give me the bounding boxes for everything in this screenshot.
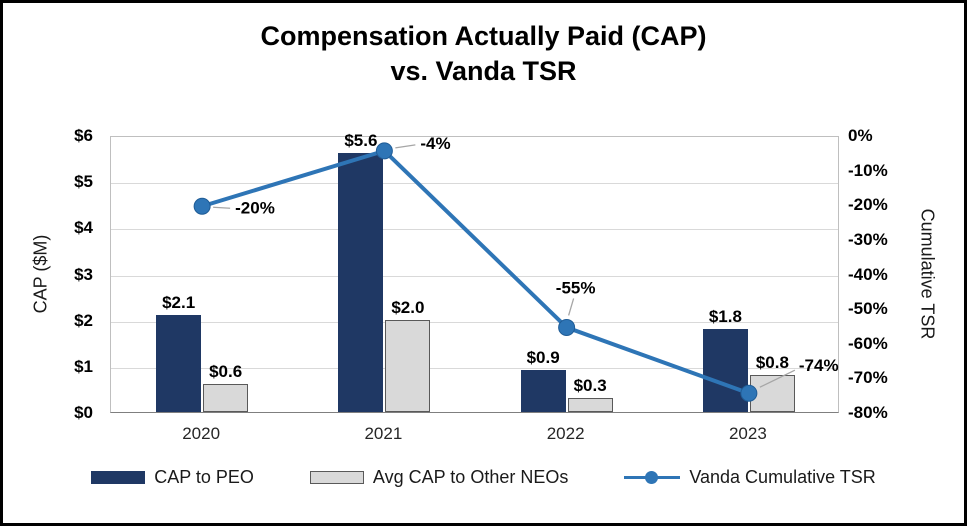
bar-data-label: $0.6	[209, 362, 243, 382]
x-axis-label: 2022	[546, 424, 585, 443]
legend-item-cap-to-peo: CAP to PEO	[91, 467, 254, 488]
legend-bar-swatch	[91, 471, 146, 484]
left-axis-tick-label: $3	[74, 264, 93, 284]
tsr-data-label: -74%	[799, 356, 839, 375]
right-axis-tick-label: -50%	[848, 299, 888, 319]
tsr-data-label: -4%	[420, 134, 450, 153]
bar-cap-to-peo	[702, 328, 748, 412]
x-axis-label: 2021	[364, 424, 403, 443]
legend-bar-swatch	[309, 471, 364, 484]
left-axis-tick-label: $1	[74, 356, 93, 376]
right-axis-tick-label: -30%	[848, 229, 888, 249]
tsr-marker	[375, 142, 393, 160]
tsr-line-layer: -20% -4% -55% -74%	[193, 134, 839, 402]
bar-data-label: $2.1	[162, 293, 196, 313]
left-axis-tick-label: $5	[74, 172, 93, 192]
chart-title: Compensation Actually Paid (CAP) vs. Van…	[3, 19, 964, 89]
gridline	[111, 367, 838, 369]
label-leader-line	[395, 144, 416, 149]
bar-cap-to-peo	[338, 153, 384, 412]
bar-data-label: $5.6	[344, 131, 378, 151]
chart-title-line2: vs. Vanda TSR	[390, 56, 577, 87]
tsr-data-label: -20%	[235, 198, 275, 217]
left-axis-tick-label: $0	[74, 403, 93, 422]
x-axis-label: 2020	[182, 424, 221, 443]
left-axis-ticks: $0 $1 $2 $3 $4 $5 $6	[3, 3, 99, 529]
label-leader-line	[568, 298, 575, 316]
legend-label: Avg CAP to Other NEOs	[372, 467, 569, 487]
plot-area: -20% -4% -55% -74% $2.1 $0.6 $5.6 $2.0 $0.9 $0.3…	[110, 131, 839, 413]
left-axis-tick-label: $6	[74, 126, 93, 145]
tsr-marker	[558, 318, 576, 336]
right-axis-tick-label: -70%	[848, 368, 888, 388]
chart-title-line1: Compensation Actually Paid (CAP)	[260, 21, 707, 51]
legend-label: CAP to PEO	[154, 467, 254, 487]
x-axis-label: 2023	[728, 424, 767, 443]
left-axis-tick-label: $4	[74, 218, 93, 238]
right-axis-ticks: 0% -10% -20% -30% -40% -50% -60% -70% -80%	[848, 3, 966, 529]
bar-cap-to-peo	[520, 370, 566, 412]
legend-line-marker	[645, 471, 659, 484]
tsr-data-label: -55%	[556, 278, 596, 297]
legend-item-vanda-cumulative-tsr: Vanda Cumulative TSR	[624, 467, 876, 488]
bar-avg-cap-other-neos	[385, 319, 431, 412]
right-axis-tick-label: 0%	[848, 126, 873, 145]
legend: CAP to PEO Avg CAP to Other NEOs Vanda Cum…	[3, 467, 964, 488]
right-axis-tick-label: -80%	[848, 403, 888, 422]
legend-item-avg-cap-other-neos: Avg CAP to Other NEOs	[309, 467, 569, 488]
gridline	[111, 229, 838, 231]
left-axis-tick-label: $2	[74, 310, 93, 330]
bar-data-label: $2.0	[391, 297, 425, 317]
x-axis-labels: 2020 2021 2022 2023	[110, 424, 839, 448]
bar-data-label: $1.8	[708, 306, 742, 326]
bar-cap-to-peo	[156, 315, 202, 412]
bar-data-label: $0.9	[526, 348, 560, 368]
gridline	[111, 321, 838, 323]
legend-label: Vanda Cumulative TSR	[689, 467, 876, 487]
label-leader-line	[759, 369, 796, 388]
bar-data-label: $0.3	[573, 376, 607, 396]
bar-data-label: $0.8	[755, 353, 789, 373]
tsr-marker	[740, 384, 758, 402]
right-axis-tick-label: -60%	[848, 333, 888, 353]
bar-avg-cap-other-neos	[203, 384, 249, 412]
bar-avg-cap-other-neos	[749, 375, 795, 412]
tsr-line	[201, 148, 750, 396]
label-leader-line	[213, 206, 231, 209]
right-axis-tick-label: -10%	[848, 160, 888, 180]
gridline	[111, 183, 838, 185]
legend-line-swatch	[624, 470, 681, 485]
tsr-marker	[193, 197, 211, 215]
gridline	[111, 275, 838, 277]
right-axis-tick-label: -40%	[848, 264, 888, 284]
bar-avg-cap-other-neos	[567, 398, 613, 412]
right-axis-tick-label: -20%	[848, 195, 888, 215]
